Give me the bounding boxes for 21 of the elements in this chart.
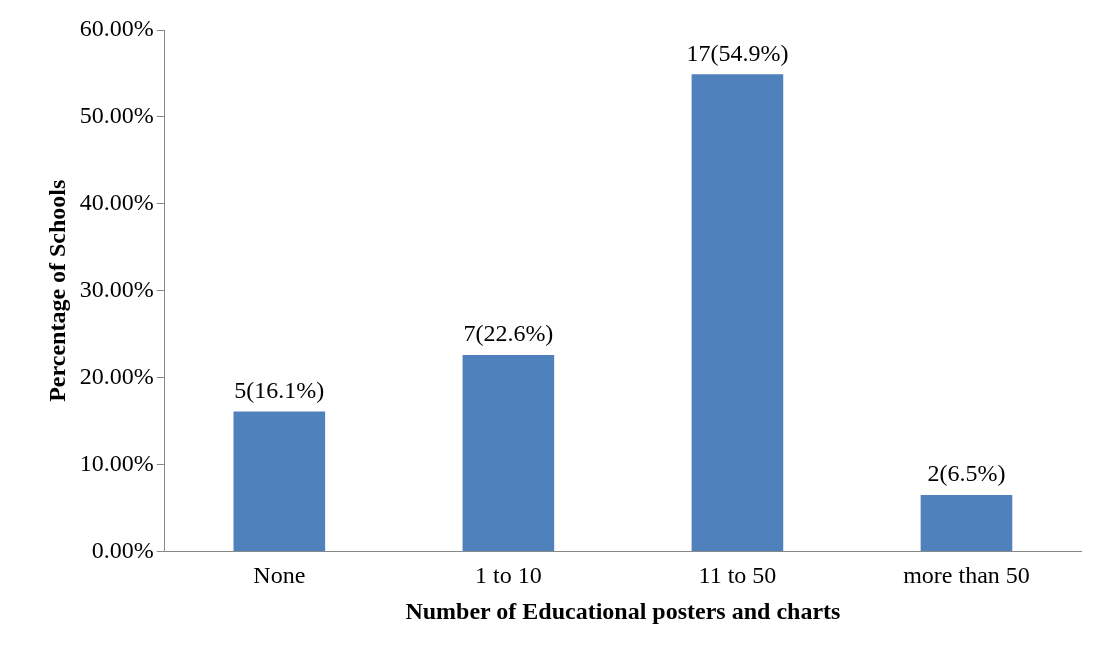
bar	[691, 74, 784, 551]
bar	[233, 411, 326, 551]
data-label: 17(54.9%)	[686, 39, 789, 66]
x-axis-title: Number of Educational posters and charts	[405, 597, 841, 624]
data-label: 5(16.1%)	[234, 376, 325, 403]
y-axis-title: Percentage of Schools	[43, 179, 70, 402]
data-label: 7(22.6%)	[463, 320, 554, 347]
bar	[462, 355, 555, 551]
y-tick-label: 0.00%	[91, 536, 154, 563]
y-tick-label: 20.00%	[79, 362, 154, 389]
bar	[920, 494, 1013, 551]
data-label: 2(6.5%)	[927, 460, 1006, 487]
y-tick-label: 30.00%	[79, 276, 154, 302]
x-tick-label: 11 to 50	[698, 562, 777, 589]
x-tick-label: 1 to 10	[475, 562, 542, 589]
y-tick-label: 40.00%	[79, 189, 154, 216]
x-tick-label: more than 50	[903, 562, 1030, 589]
y-tick-label: 50.00%	[79, 102, 154, 129]
x-tick-label: None	[253, 562, 306, 589]
y-tick-label: 60.00%	[79, 15, 154, 42]
y-tick-label: 10.00%	[79, 449, 154, 476]
